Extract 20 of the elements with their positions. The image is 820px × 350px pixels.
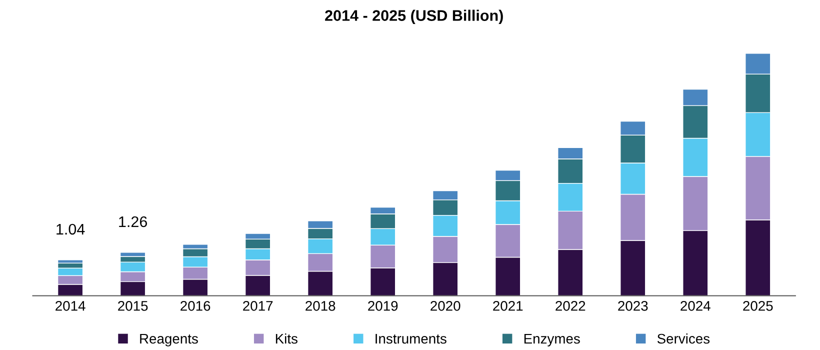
x-tick-label: 2023: [618, 300, 648, 311]
annotation: 1.26: [119, 216, 148, 228]
x-tick-label: 2024: [680, 300, 710, 311]
legend-label: Enzymes: [524, 334, 580, 346]
x-tick-label: 2015: [118, 300, 148, 311]
x-tick-label: 2018: [306, 300, 336, 311]
x-tick-label: 2019: [368, 300, 398, 311]
x-tick-label: 2025: [743, 300, 773, 311]
x-tick-label: 2016: [180, 300, 210, 311]
annotation: 1.04: [56, 224, 85, 235]
x-tick-label: 2021: [493, 300, 523, 311]
legend-label: Instruments: [376, 334, 446, 344]
x-tick-label: 2020: [430, 300, 460, 311]
x-tick-label: 2017: [243, 300, 273, 311]
legend-label: Kits: [276, 333, 298, 344]
x-tick-label: 2014: [56, 300, 86, 311]
legend-label: Reagents: [140, 334, 198, 346]
x-tick-label: 2022: [556, 300, 586, 311]
legend-label: Services: [657, 333, 710, 344]
chart-title: 2014 - 2025 (USD Billion): [325, 10, 503, 24]
